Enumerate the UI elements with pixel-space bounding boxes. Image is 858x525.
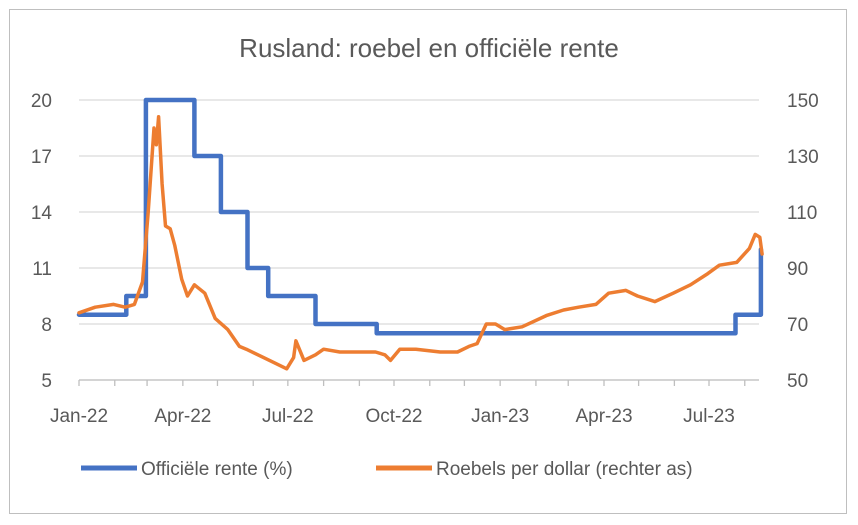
right-tick-label: 90 xyxy=(787,259,808,280)
left-tick-label: 17 xyxy=(31,147,52,168)
left-tick-label: 20 xyxy=(31,91,52,112)
x-tick-label: Apr-22 xyxy=(154,406,211,427)
x-axis: Jan-22 Apr-22 Jul-22 Oct-22 Jan-23 Apr-23 Jul-… xyxy=(50,379,759,427)
x-tick-label: Jan-22 xyxy=(50,406,108,427)
right-tick-label: 130 xyxy=(787,147,819,168)
series-line-roebels-per-dollar xyxy=(77,115,764,371)
gridlines xyxy=(79,99,759,381)
chart-title: Rusland: roebel en officiële rente xyxy=(239,33,619,63)
x-tick-label: Jan-23 xyxy=(471,406,529,427)
right-axis-ticks: 150 130 110 90 70 50 xyxy=(787,91,819,392)
left-tick-label: 8 xyxy=(41,315,52,336)
x-tick-label: Apr-23 xyxy=(575,406,632,427)
chart-frame xyxy=(9,9,847,514)
left-axis-ticks: 20 17 14 11 8 5 xyxy=(31,91,53,392)
right-tick-label: 70 xyxy=(787,315,808,336)
x-tick-label: Jul-23 xyxy=(683,406,735,427)
right-tick-label: 110 xyxy=(787,203,817,224)
left-tick-label: 5 xyxy=(41,371,52,392)
right-tick-label: 150 xyxy=(787,91,819,112)
legend: Officiële rente (%) Roebels per dollar (… xyxy=(81,459,693,480)
left-tick-label: 11 xyxy=(32,259,52,280)
series-layer xyxy=(76,97,764,371)
legend-label-officiele-rente: Officiële rente (%) xyxy=(141,459,293,480)
legend-label-roebels-per-dollar: Roebels per dollar (rechter as) xyxy=(436,459,693,480)
left-tick-label: 14 xyxy=(31,203,53,224)
x-tick-label: Jul-22 xyxy=(262,406,314,427)
x-tick-label: Oct-22 xyxy=(365,406,422,427)
right-tick-label: 50 xyxy=(787,371,808,392)
